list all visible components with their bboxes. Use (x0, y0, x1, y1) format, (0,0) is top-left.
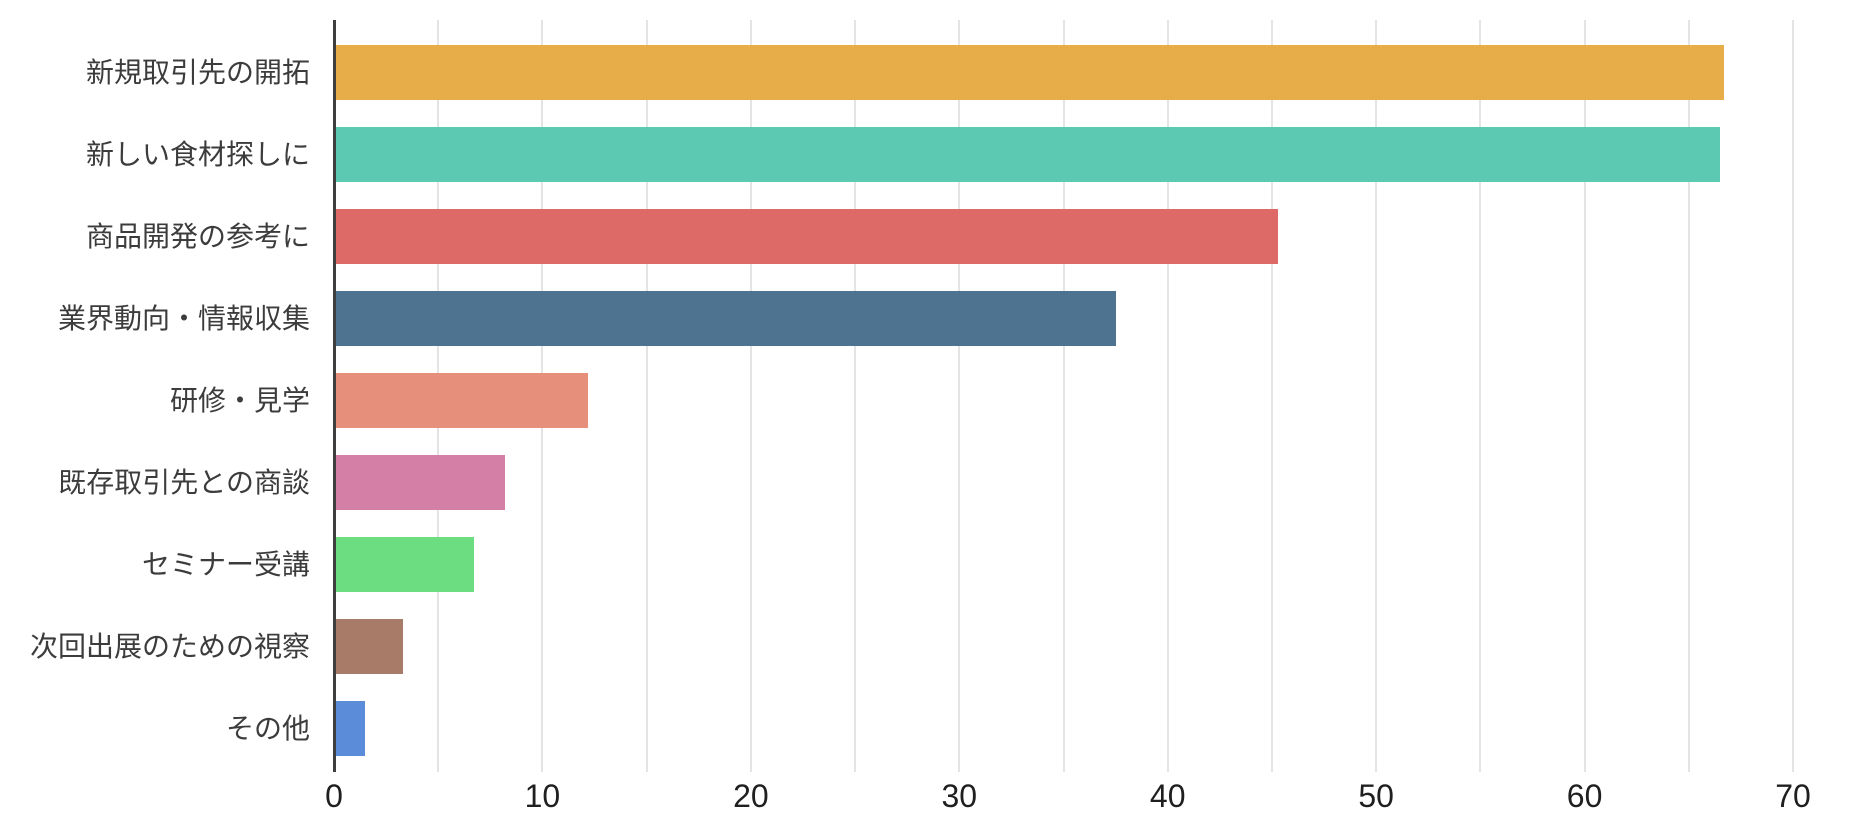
category-label: 研修・見学 (169, 384, 310, 416)
gridline (1479, 20, 1482, 772)
category-label: 業界動向・情報収集 (57, 302, 310, 334)
x-tick-label: 50 (1358, 778, 1394, 814)
gridline (1062, 20, 1065, 772)
gridline (1583, 20, 1586, 772)
bar (336, 127, 1720, 182)
gridline (1792, 20, 1794, 772)
category-label: その他 (225, 712, 310, 744)
bar (336, 373, 588, 428)
x-tick-label: 20 (733, 778, 769, 814)
bar (336, 209, 1278, 264)
x-tick-label: 10 (524, 778, 561, 814)
bar (336, 455, 505, 510)
bar (336, 291, 1116, 346)
gridline (1270, 20, 1273, 772)
x-tick-label: 70 (1775, 778, 1811, 814)
x-tick-label: 30 (941, 778, 978, 814)
category-label: 次回出展のための視察 (29, 630, 310, 662)
category-label: セミナー受講 (141, 548, 310, 580)
category-label: 既存取引先との商談 (58, 466, 310, 498)
gridline (1166, 20, 1169, 772)
bar (336, 619, 403, 674)
gridline (1375, 20, 1378, 772)
category-label: 新規取引先の開拓 (85, 56, 310, 88)
x-axis-line (333, 20, 336, 772)
category-label: 新しい食材探しに (85, 138, 310, 170)
x-tick-label: 60 (1566, 778, 1603, 814)
x-tick-label: 40 (1149, 778, 1186, 814)
bar (336, 537, 474, 592)
category-label: 商品開発の参考に (85, 220, 310, 252)
gridline (749, 20, 752, 772)
gridline (854, 20, 857, 772)
bar (336, 45, 1724, 100)
bar (336, 701, 365, 756)
x-tick-label: 0 (325, 778, 343, 814)
gridline (1687, 20, 1690, 772)
gridline (958, 20, 961, 772)
gridline (645, 20, 648, 772)
